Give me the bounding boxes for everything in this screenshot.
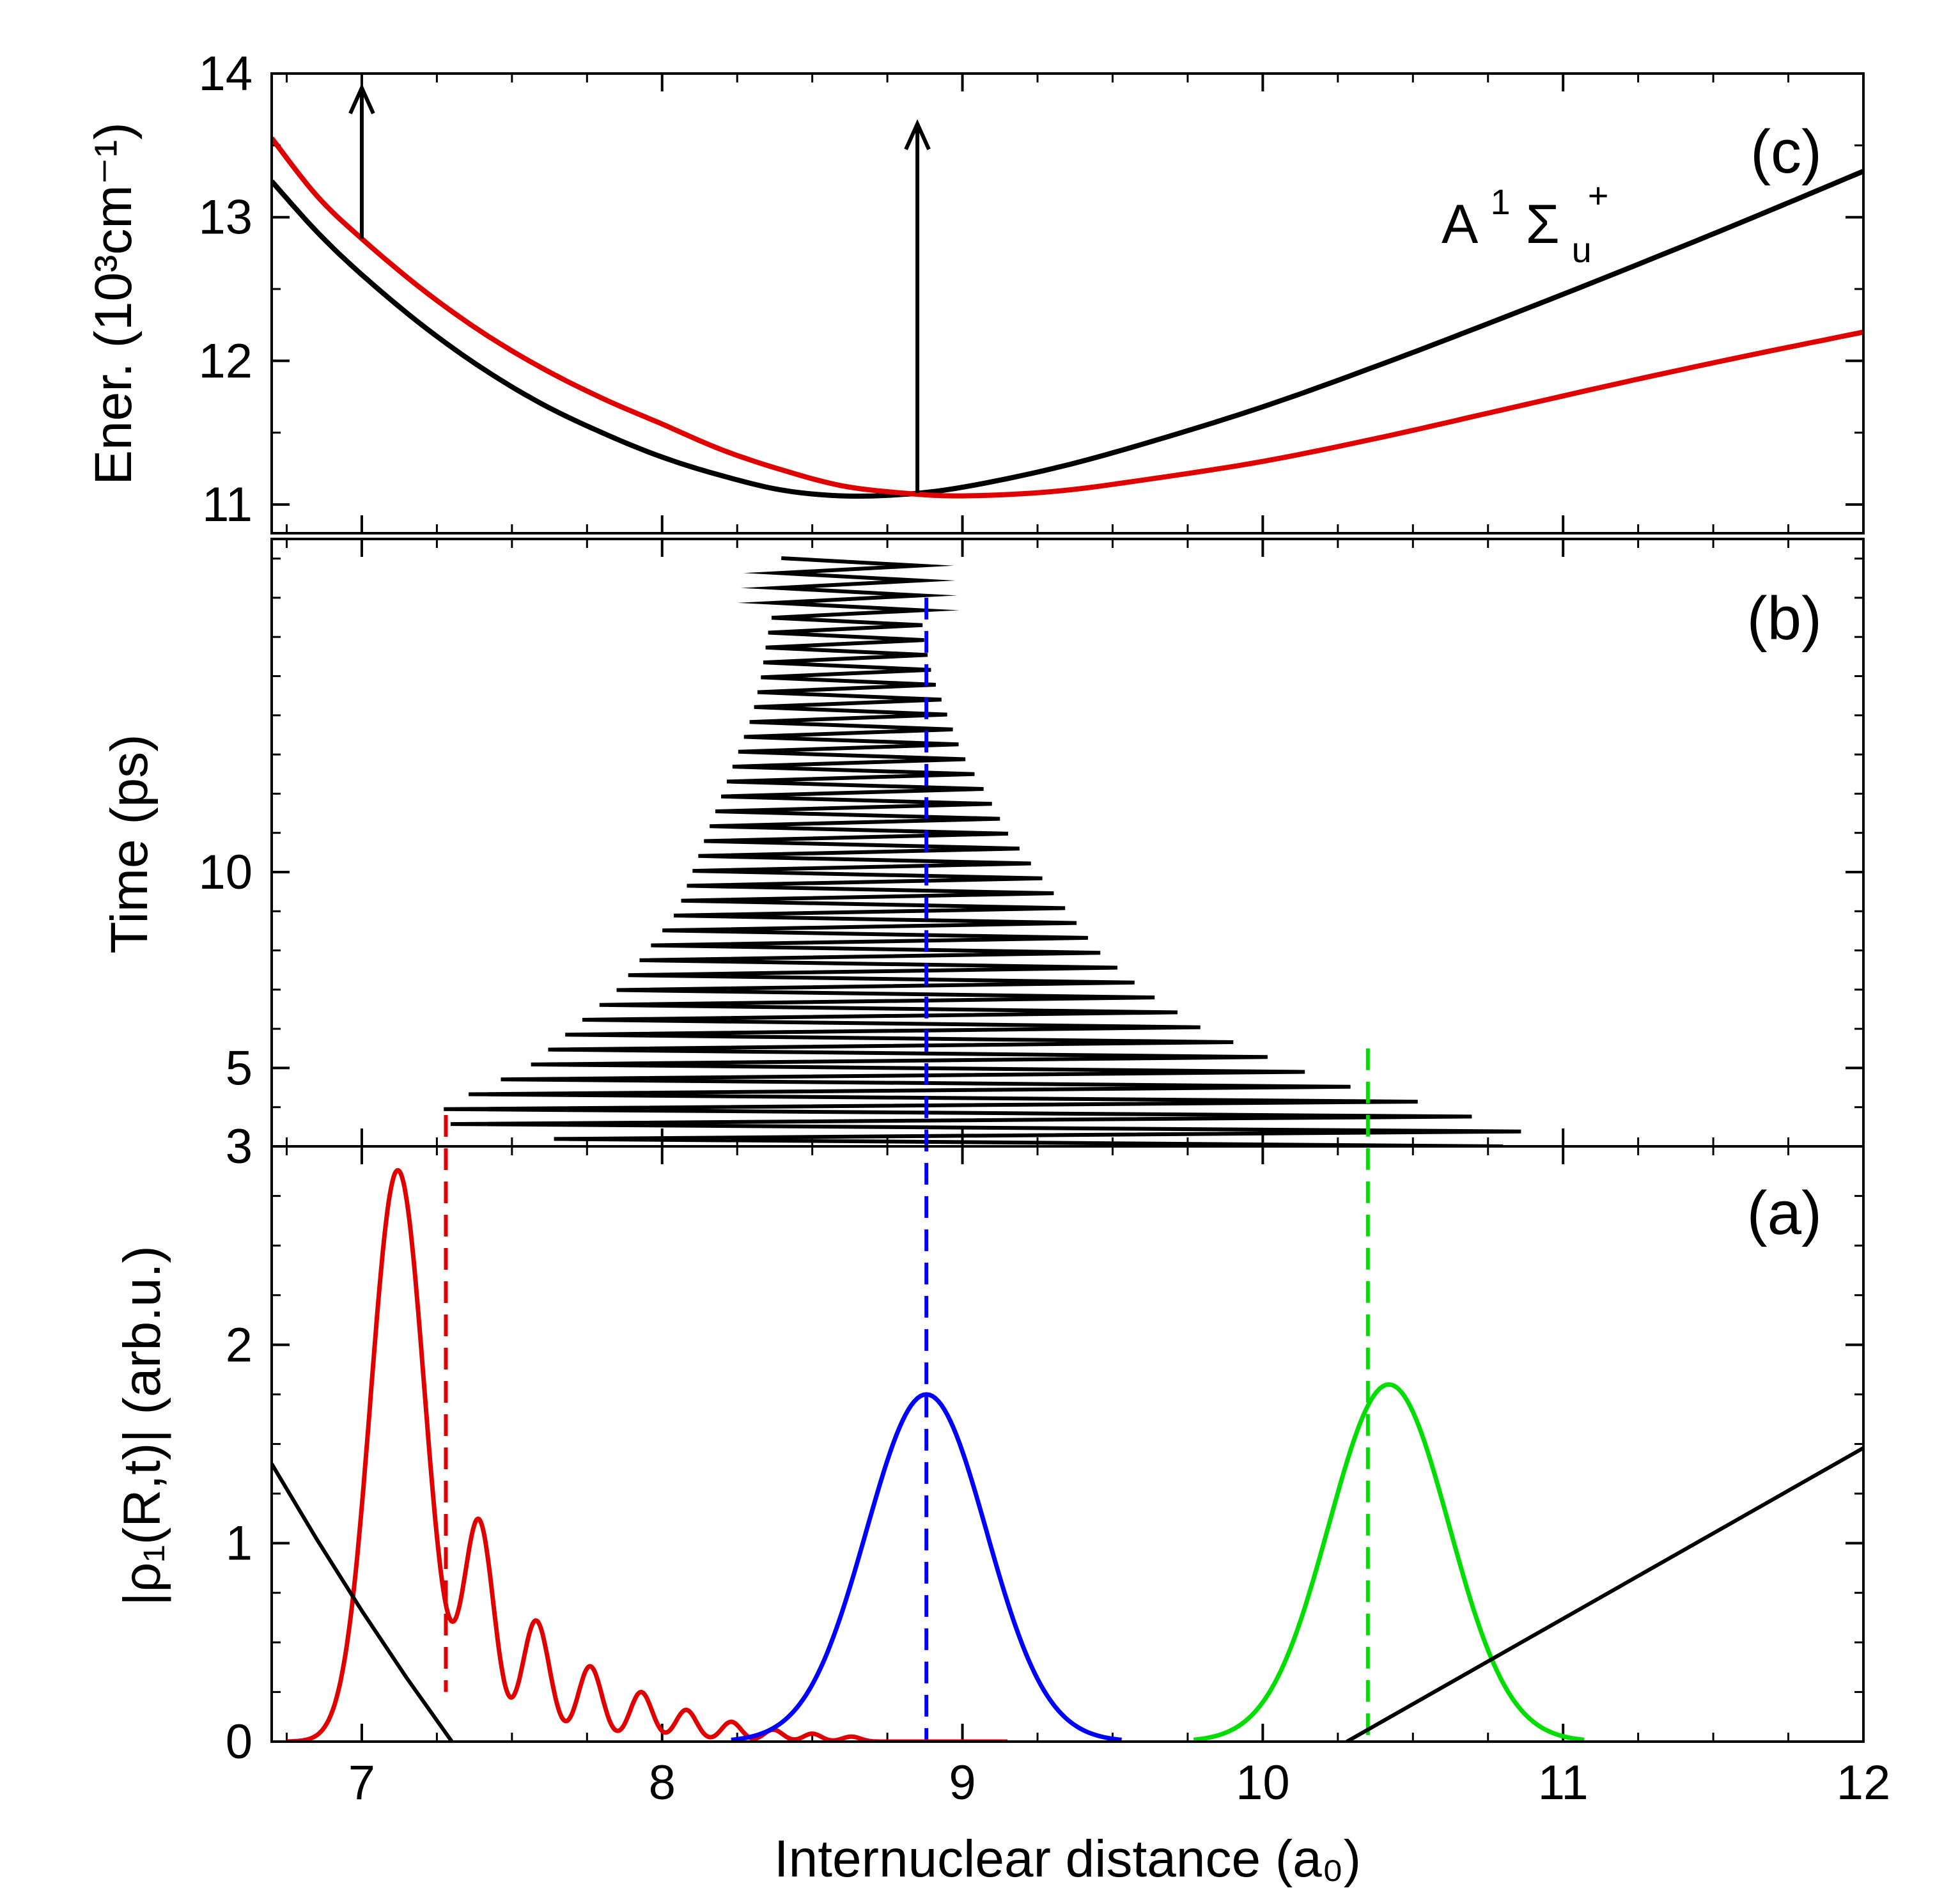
panel-c-curves: [272, 136, 1863, 499]
panel-b-y-tick-label: 10: [198, 845, 253, 900]
panel-c-arrows: [348, 83, 931, 494]
state-label: A 1 Σ u +: [1442, 165, 1608, 274]
panel-c-label: (c): [1750, 118, 1822, 186]
panel-a-frame: [270, 1145, 1865, 1743]
panel-c-ylabel: Ener. (10³cm⁻¹): [84, 122, 143, 485]
panel-c-ticks: 11 12 13 14: [198, 47, 1865, 533]
excitation-arrow-head: [904, 119, 931, 150]
panel-a-x-tick-label: 9: [949, 1756, 976, 1810]
potential-wall: [1346, 1446, 1863, 1742]
panel-c-y-tick-label: 14: [198, 47, 253, 101]
state-label-sup2: +: [1588, 175, 1609, 215]
panel-c-energy: 11 12 13 14 (c) A 1 Σ u +: [198, 47, 1865, 535]
panel-b-label: (b): [1747, 584, 1822, 653]
wavepacket-trajectory: [444, 556, 1521, 1146]
panel-c-frame: [270, 72, 1865, 535]
density-red: [285, 1168, 1009, 1742]
panel-a-label: (a): [1747, 1179, 1822, 1247]
panel-a-y-tick-label: 0: [226, 1715, 253, 1769]
excitation-arrow-head: [348, 83, 375, 114]
panel-a-y-tick-label: 1: [226, 1517, 253, 1571]
state-label-base: A: [1442, 194, 1479, 255]
panel-c-y-tick-label: 11: [202, 478, 253, 532]
density-green: [1193, 1382, 1585, 1742]
panel-b-ylabel: Time (ps): [100, 734, 159, 953]
panel-a-ylabel: |ρ₁(R,t)| (arb.u.): [113, 1245, 171, 1605]
panel-b-time: 3 5 10 (b): [198, 538, 1865, 1742]
potential-curve-black: [272, 169, 1863, 499]
panel-b-trajectory: [444, 556, 1521, 1146]
panel-a-curves: [272, 1168, 1863, 1742]
panel-a-x-tick-label: 7: [348, 1756, 375, 1810]
panel-c-y-tick-label: 13: [198, 191, 253, 245]
panel-a-x-tick-label: 8: [649, 1756, 676, 1810]
state-label-sup1: 1: [1491, 182, 1511, 222]
potential-curve-red: [272, 136, 1863, 499]
panel-a-x-tick-label: 11: [1538, 1756, 1589, 1810]
potential-wall: [272, 1462, 454, 1742]
panel-b-ticks: 3 5 10: [198, 539, 1865, 1174]
panel-a-y-tick-label: 3: [226, 1120, 253, 1174]
panel-a-x-tick-label: 12: [1837, 1756, 1891, 1810]
panel-c-y-tick-label: 12: [198, 334, 253, 388]
state-label-sub: u: [1572, 230, 1592, 270]
state-label-sigma: Σ: [1526, 194, 1560, 255]
density-blue: [731, 1392, 1122, 1742]
panel-b-y-tick-label: 3: [226, 1120, 253, 1174]
panel-b-y-tick-label: 5: [226, 1041, 253, 1095]
panel-a-y-tick-label: 2: [226, 1318, 253, 1372]
panel-a-x-tick-label: 10: [1236, 1756, 1290, 1810]
x-axis-title: Internuclear distance (a₀): [774, 1830, 1361, 1888]
